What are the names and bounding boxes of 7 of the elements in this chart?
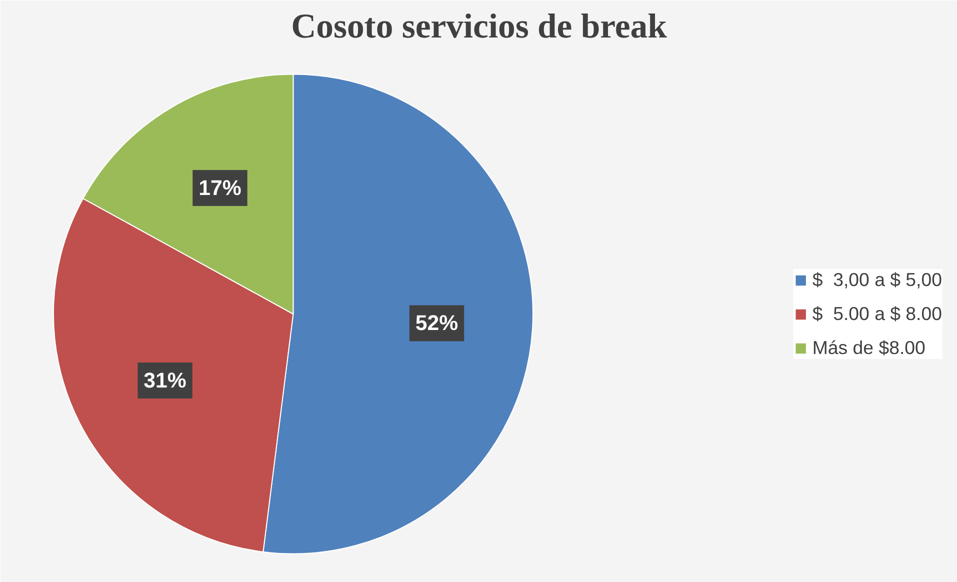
legend-label: $ 5.00 a $ 8.00 [812,302,942,324]
data-label: 52% [415,311,458,336]
chart-title: Cosoto servicios de break [291,8,668,46]
data-label: 17% [198,176,242,200]
legend-label: Más de $8.00 [812,336,926,358]
data-label: 31% [144,368,186,392]
legend-label: $ 3,00 a $ 5,00 [812,268,942,290]
